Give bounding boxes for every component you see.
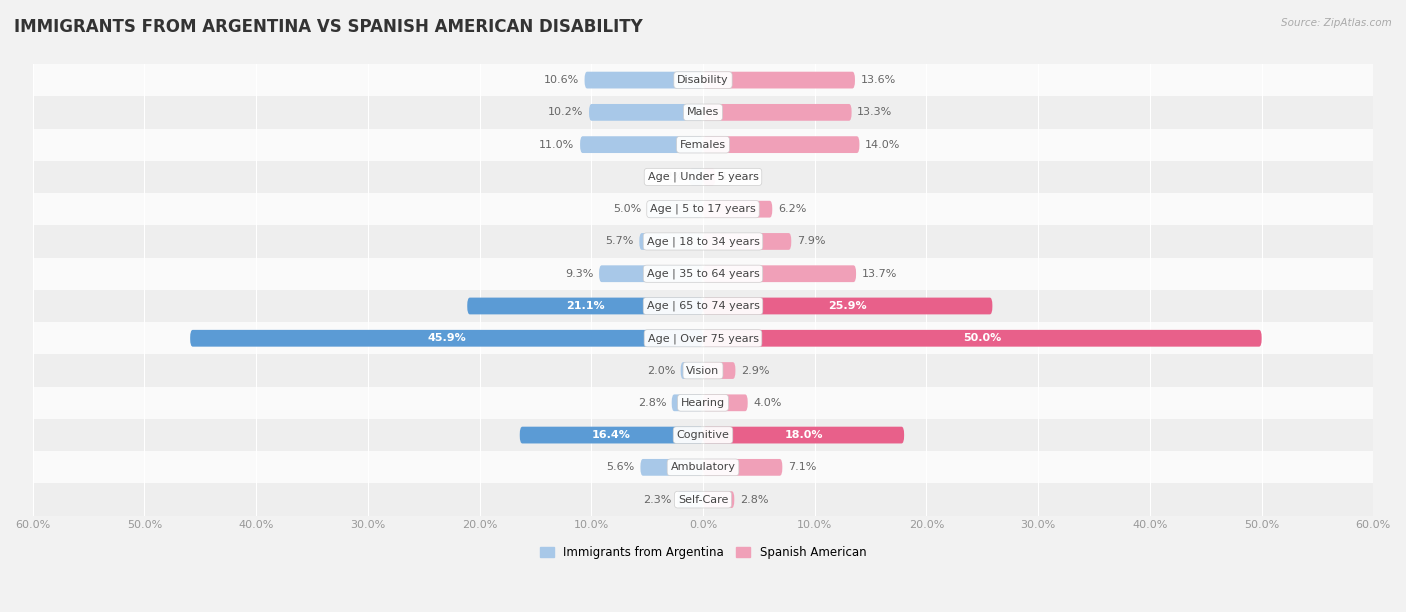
Bar: [32, 161, 1374, 193]
Text: 2.8%: 2.8%: [740, 494, 768, 505]
Text: 5.6%: 5.6%: [606, 462, 636, 472]
Text: 2.8%: 2.8%: [638, 398, 666, 408]
FancyBboxPatch shape: [589, 104, 703, 121]
Text: Disability: Disability: [678, 75, 728, 85]
Text: Age | 18 to 34 years: Age | 18 to 34 years: [647, 236, 759, 247]
FancyBboxPatch shape: [581, 136, 703, 153]
Text: 2.9%: 2.9%: [741, 365, 769, 376]
FancyBboxPatch shape: [703, 104, 852, 121]
Text: 9.3%: 9.3%: [565, 269, 593, 278]
FancyBboxPatch shape: [640, 459, 703, 476]
Text: 13.7%: 13.7%: [862, 269, 897, 278]
Text: Age | Under 5 years: Age | Under 5 years: [648, 171, 758, 182]
FancyBboxPatch shape: [190, 330, 703, 346]
Text: 25.9%: 25.9%: [828, 301, 868, 311]
Text: 1.1%: 1.1%: [721, 172, 749, 182]
Text: 5.0%: 5.0%: [613, 204, 641, 214]
Legend: Immigrants from Argentina, Spanish American: Immigrants from Argentina, Spanish Ameri…: [536, 542, 870, 564]
Text: 2.3%: 2.3%: [644, 494, 672, 505]
FancyBboxPatch shape: [703, 491, 734, 508]
FancyBboxPatch shape: [703, 330, 1261, 346]
Text: Source: ZipAtlas.com: Source: ZipAtlas.com: [1281, 18, 1392, 28]
FancyBboxPatch shape: [703, 168, 716, 185]
Text: Females: Females: [681, 140, 725, 150]
FancyBboxPatch shape: [703, 394, 748, 411]
Text: 10.6%: 10.6%: [544, 75, 579, 85]
Text: 50.0%: 50.0%: [963, 334, 1001, 343]
FancyBboxPatch shape: [520, 427, 703, 444]
Text: 4.0%: 4.0%: [754, 398, 782, 408]
Bar: [32, 322, 1374, 354]
FancyBboxPatch shape: [703, 427, 904, 444]
Text: Age | 65 to 74 years: Age | 65 to 74 years: [647, 300, 759, 312]
FancyBboxPatch shape: [703, 72, 855, 89]
Text: Age | 35 to 64 years: Age | 35 to 64 years: [647, 269, 759, 279]
FancyBboxPatch shape: [703, 233, 792, 250]
Text: 6.2%: 6.2%: [778, 204, 806, 214]
Text: 13.6%: 13.6%: [860, 75, 896, 85]
Bar: [32, 419, 1374, 451]
FancyBboxPatch shape: [678, 491, 703, 508]
Bar: [32, 96, 1374, 129]
Bar: [32, 451, 1374, 483]
Text: Age | Over 75 years: Age | Over 75 years: [648, 333, 758, 343]
FancyBboxPatch shape: [585, 72, 703, 89]
Text: 14.0%: 14.0%: [865, 140, 900, 150]
Bar: [32, 290, 1374, 322]
Text: 7.9%: 7.9%: [797, 236, 825, 247]
FancyBboxPatch shape: [703, 136, 859, 153]
Text: Males: Males: [688, 107, 718, 118]
Text: Hearing: Hearing: [681, 398, 725, 408]
FancyBboxPatch shape: [703, 459, 782, 476]
Bar: [32, 225, 1374, 258]
Bar: [32, 387, 1374, 419]
FancyBboxPatch shape: [467, 297, 703, 315]
Bar: [32, 129, 1374, 161]
Text: 1.2%: 1.2%: [655, 172, 683, 182]
FancyBboxPatch shape: [672, 394, 703, 411]
Text: 7.1%: 7.1%: [787, 462, 817, 472]
Text: Cognitive: Cognitive: [676, 430, 730, 440]
Text: 13.3%: 13.3%: [858, 107, 893, 118]
Bar: [32, 64, 1374, 96]
Text: 45.9%: 45.9%: [427, 334, 465, 343]
Text: Self-Care: Self-Care: [678, 494, 728, 505]
FancyBboxPatch shape: [703, 362, 735, 379]
FancyBboxPatch shape: [681, 362, 703, 379]
Text: 16.4%: 16.4%: [592, 430, 631, 440]
Text: 18.0%: 18.0%: [785, 430, 823, 440]
Text: 21.1%: 21.1%: [565, 301, 605, 311]
FancyBboxPatch shape: [640, 233, 703, 250]
Text: IMMIGRANTS FROM ARGENTINA VS SPANISH AMERICAN DISABILITY: IMMIGRANTS FROM ARGENTINA VS SPANISH AME…: [14, 18, 643, 36]
FancyBboxPatch shape: [703, 201, 772, 218]
Text: Age | 5 to 17 years: Age | 5 to 17 years: [650, 204, 756, 214]
FancyBboxPatch shape: [647, 201, 703, 218]
Bar: [32, 193, 1374, 225]
FancyBboxPatch shape: [703, 297, 993, 315]
FancyBboxPatch shape: [689, 168, 703, 185]
Bar: [32, 354, 1374, 387]
Text: Ambulatory: Ambulatory: [671, 462, 735, 472]
Text: 11.0%: 11.0%: [540, 140, 575, 150]
Bar: [32, 258, 1374, 290]
Text: Vision: Vision: [686, 365, 720, 376]
Text: 5.7%: 5.7%: [606, 236, 634, 247]
Bar: [32, 483, 1374, 516]
Text: 2.0%: 2.0%: [647, 365, 675, 376]
FancyBboxPatch shape: [703, 266, 856, 282]
Text: 10.2%: 10.2%: [548, 107, 583, 118]
FancyBboxPatch shape: [599, 266, 703, 282]
